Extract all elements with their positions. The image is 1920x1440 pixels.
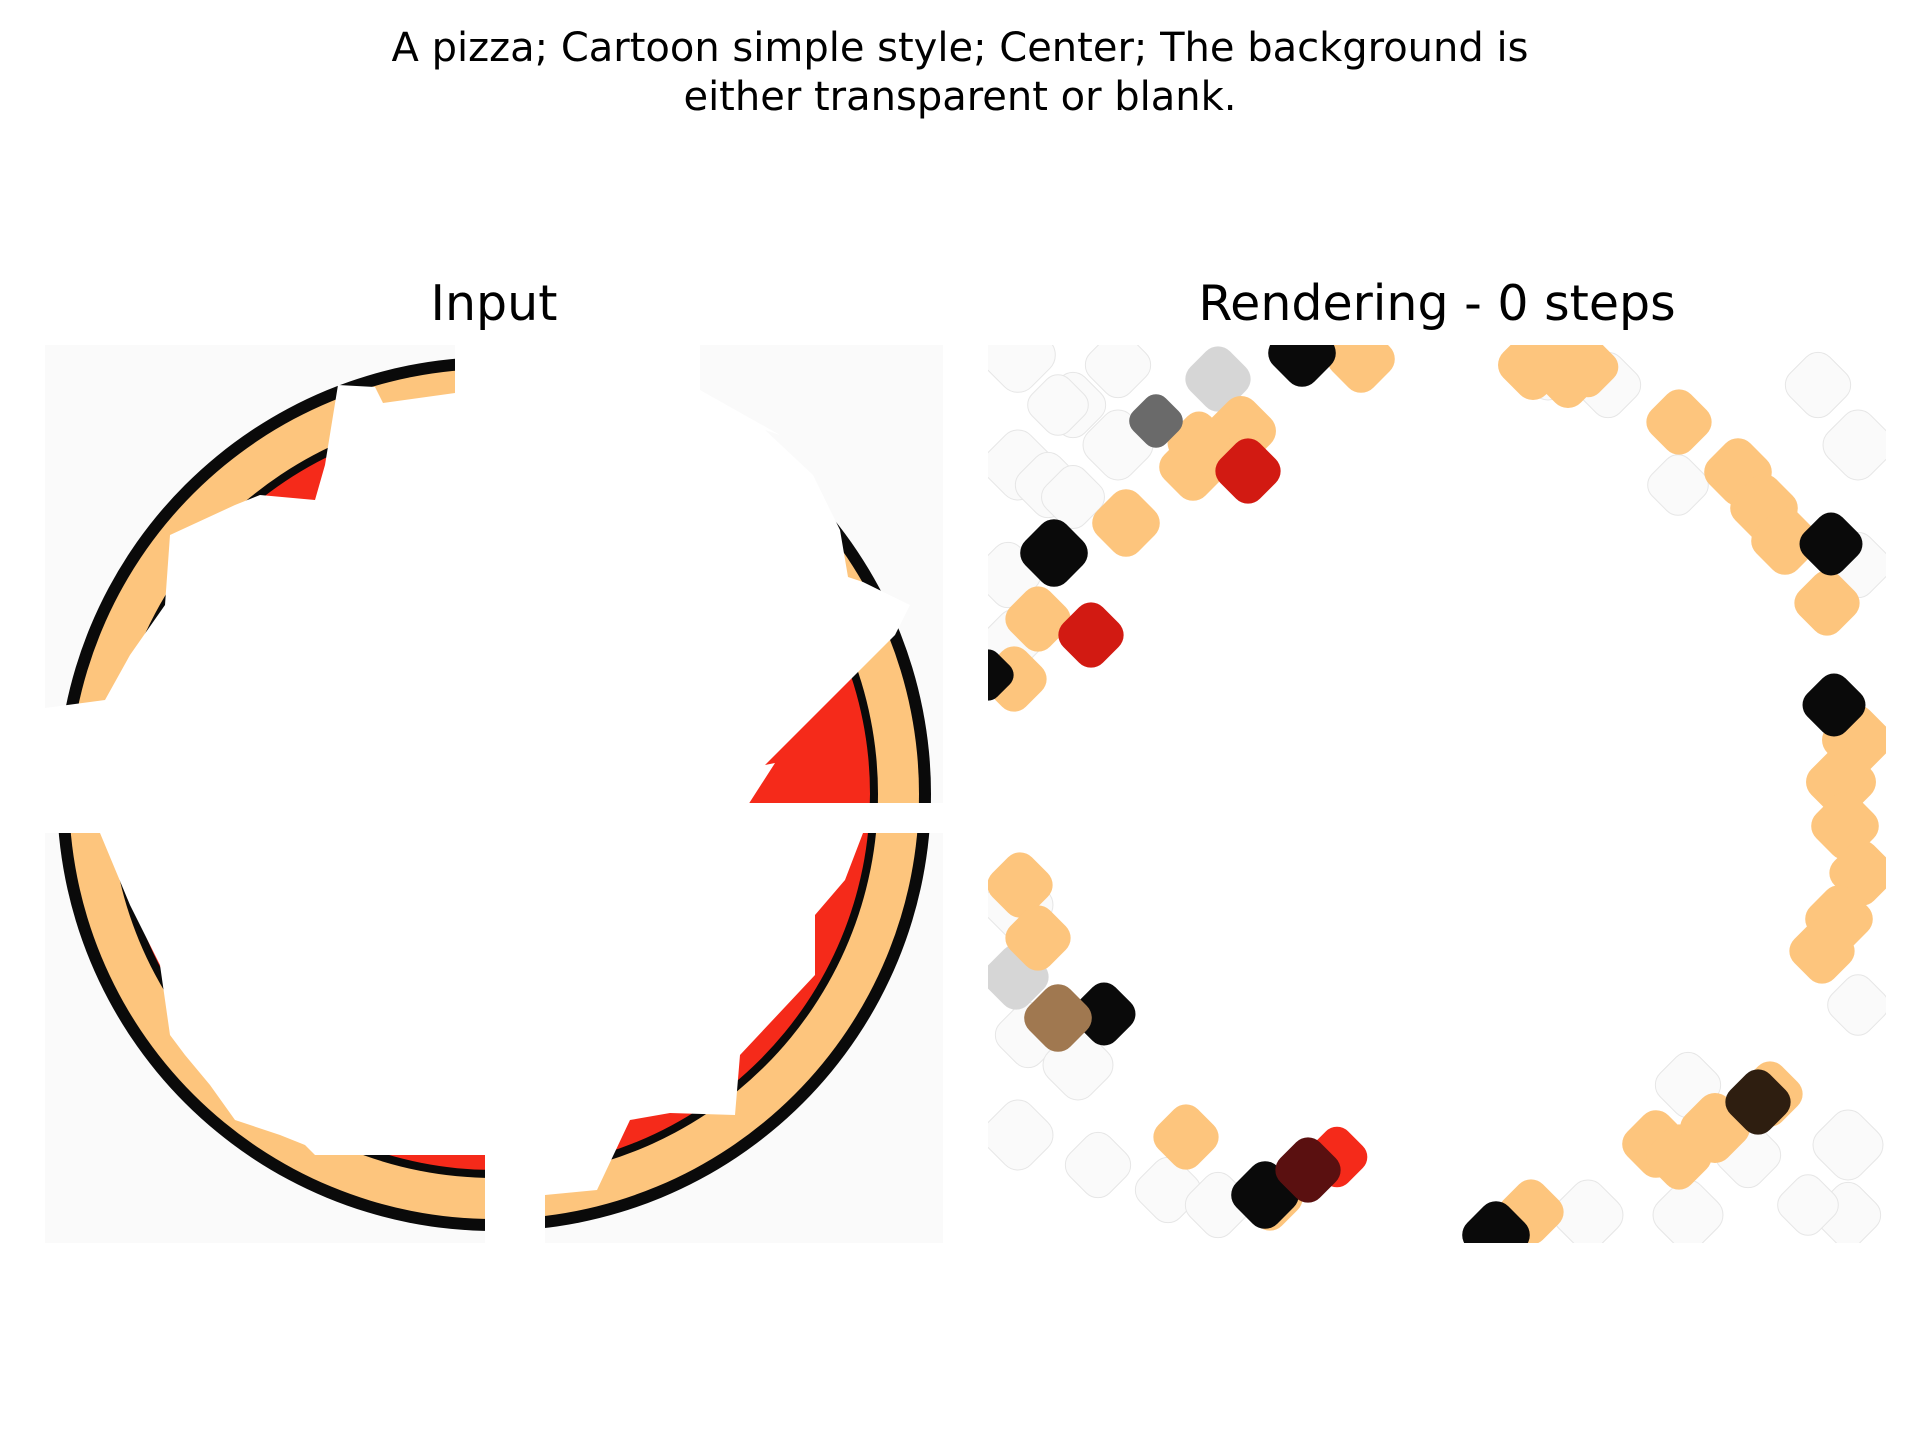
- splat-64: [1058, 602, 1124, 668]
- splat-20: [1652, 1179, 1724, 1243]
- splat-15: [988, 1099, 1054, 1171]
- suptitle-line-2: either transparent or blank.: [683, 74, 1237, 120]
- splat-19: [1552, 1179, 1624, 1243]
- splat-68: [1799, 512, 1863, 576]
- splat-73: [988, 649, 1014, 701]
- splat-53: [1789, 918, 1855, 984]
- splat-9: [1822, 409, 1886, 481]
- splat-41: [1005, 586, 1071, 652]
- suptitle-line-1: A pizza; Cartoon simple style; Center; T…: [391, 25, 1529, 71]
- splat-layer: [988, 345, 1886, 1243]
- input-image: [45, 345, 943, 1243]
- splat-8: [1784, 351, 1852, 419]
- splat-30: [1185, 346, 1251, 412]
- splat-76: [1275, 1137, 1341, 1203]
- splat-55: [1005, 905, 1071, 971]
- splat-40: [1092, 489, 1160, 557]
- input-pizza-image: [45, 345, 943, 1243]
- splat-47: [1794, 570, 1860, 636]
- splat-66: [1268, 345, 1336, 387]
- input-panel-title: Input: [430, 275, 558, 332]
- splat-67: [1020, 519, 1088, 587]
- splat-31: [1041, 465, 1105, 529]
- splat-29: [1777, 1174, 1839, 1236]
- splat-74: [1129, 394, 1183, 448]
- splat-16: [1064, 1131, 1132, 1199]
- rendering-panel-title: Rendering - 0 steps: [1198, 275, 1676, 332]
- splat-7: [1647, 454, 1709, 516]
- splat-75: [1024, 984, 1092, 1052]
- splat-27: [1084, 345, 1152, 399]
- splat-22: [1812, 1109, 1884, 1181]
- mask-regions: [45, 345, 943, 1243]
- splat-72: [1462, 1201, 1530, 1243]
- splat-46: [1751, 507, 1819, 575]
- figure-suptitle: A pizza; Cartoon simple style; Center; T…: [0, 24, 1920, 122]
- splat-36: [1557, 345, 1619, 398]
- splat-54: [988, 852, 1053, 918]
- splat-77: [1725, 1069, 1791, 1135]
- splat-69: [1802, 673, 1866, 737]
- splat-24: [1827, 974, 1886, 1036]
- splat-43: [1646, 389, 1712, 455]
- splat-33: [1327, 345, 1395, 393]
- rendering-splat-image: [988, 345, 1886, 1243]
- splat-0: [988, 345, 1056, 393]
- splat-28: [1027, 374, 1089, 436]
- splat-63: [1215, 438, 1281, 504]
- splat-70: [1072, 982, 1136, 1046]
- splat-56: [1153, 1104, 1219, 1170]
- splat-39: [1167, 411, 1231, 475]
- rendering-image: [988, 345, 1886, 1243]
